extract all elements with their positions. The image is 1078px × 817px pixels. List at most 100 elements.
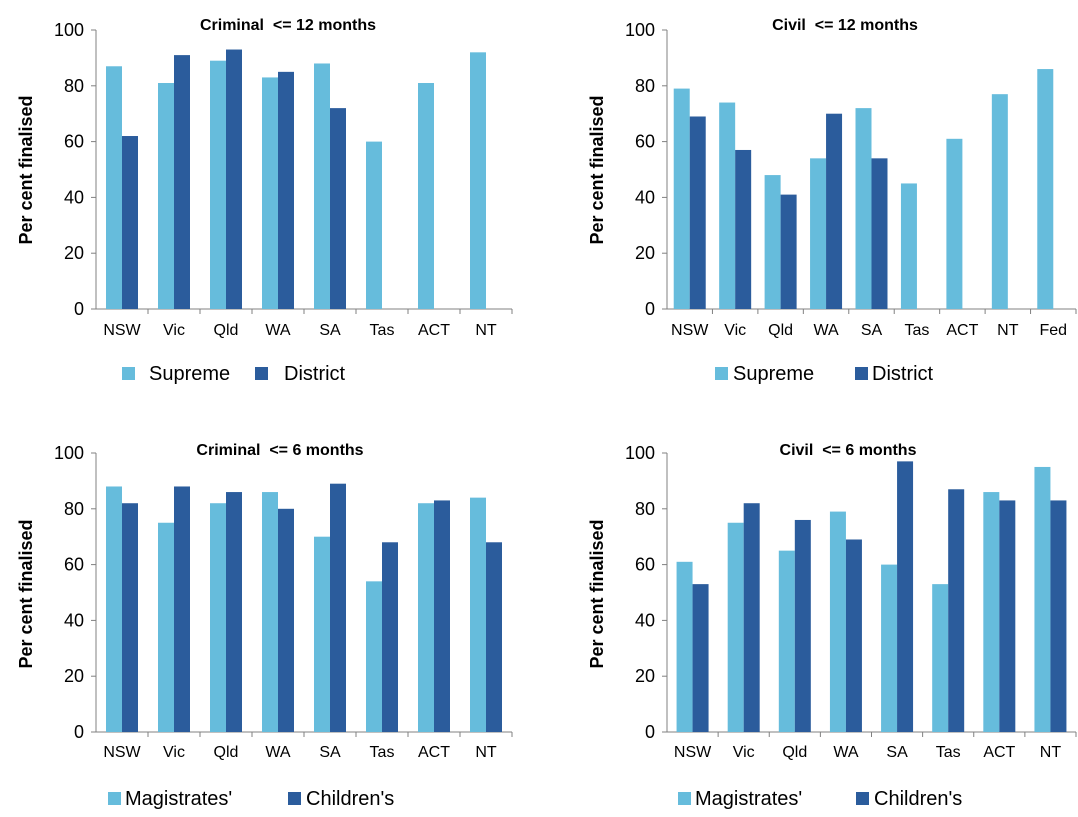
bar-childrens-nsw: [122, 503, 138, 732]
x-tick-label: NT: [475, 744, 497, 761]
bar-supreme-qld: [764, 175, 781, 309]
bar-supreme-nt: [470, 52, 486, 309]
x-tick-label: NSW: [103, 744, 141, 761]
legend: Supreme District: [122, 363, 346, 385]
bar-magistrates-wa: [829, 511, 846, 732]
bar-childrens-tas: [948, 489, 965, 732]
chart-panel-1: 0 20 40 60 80 100 NSW Vic Qld WA SA Tas ACT NT Crimina…: [16, 17, 513, 385]
y-tick-label: 20: [64, 666, 84, 686]
x-tick-label: SA: [861, 322, 883, 339]
bar-district-nsw: [122, 136, 138, 309]
x-tick-label: ACT: [983, 744, 1015, 761]
y-tick-label: 0: [645, 299, 655, 319]
legend-swatch-1: [715, 367, 728, 380]
bar-childrens-qld: [226, 492, 242, 732]
chart-panel-3: 0 20 40 60 80 100 NSW Vic Qld WA SA Tas ACT NT Crimina…: [16, 442, 513, 810]
bar-supreme-nt: [991, 94, 1008, 309]
bar-supreme-sa: [314, 63, 330, 310]
bar-magistrates-act: [983, 492, 1000, 732]
y-axis-label: Per cent finalised: [16, 95, 36, 244]
x-tick-label: Vic: [163, 322, 185, 339]
bar-magistrates-nt: [470, 497, 486, 732]
legend-label-1: Magistrates': [125, 788, 232, 810]
y-tick-label: 60: [64, 132, 84, 152]
chart-panel-4: 0 20 40 60 80 100 NSW Vic Qld WA SA Tas ACT NT Civil <…: [587, 442, 1077, 810]
bar-district-sa: [330, 108, 346, 310]
y-tick-label: 80: [635, 499, 655, 519]
legend-swatch-1: [108, 792, 121, 805]
x-tick-label: NSW: [674, 744, 712, 761]
bar-supreme-qld: [210, 60, 226, 309]
y-tick-label: 20: [64, 243, 84, 263]
bar-magistrates-vic: [727, 522, 744, 732]
chart-title: Civil <= 12 months: [772, 17, 918, 34]
bar-magistrates-vic: [158, 522, 174, 732]
bar-magistrates-act: [418, 503, 434, 732]
bar-childrens-wa: [278, 508, 294, 732]
y-tick-label: 60: [64, 555, 84, 575]
legend-label-2: District: [284, 363, 346, 385]
bar-magistrates-nt: [1034, 466, 1051, 732]
bar-childrens-nsw: [692, 584, 709, 732]
bar-district-nsw: [689, 116, 706, 310]
x-tick-label: Qld: [214, 322, 239, 339]
legend: Magistrates' Children's: [678, 788, 962, 810]
x-tick-label: WA: [265, 322, 291, 339]
y-tick-label: 40: [64, 610, 84, 630]
bar-magistrates-tas: [366, 581, 382, 732]
legend-swatch-2: [855, 367, 868, 380]
bar-district-wa: [278, 71, 294, 309]
chart-panel-2: 0 20 40 60 80 100 NSW Vic Qld WA SA Tas ACT NT Fed Civi…: [587, 17, 1077, 385]
bar-childrens-qld: [794, 519, 811, 732]
x-tick-label: ACT: [946, 322, 978, 339]
legend-label-2: District: [872, 363, 934, 385]
x-tick-label: Vic: [163, 744, 185, 761]
x-tick-label: NT: [475, 322, 497, 339]
bar-supreme-tas: [366, 141, 382, 309]
x-tick-label: Vic: [724, 322, 746, 339]
x-tick-label: Tas: [936, 744, 961, 761]
x-tick-label: Tas: [904, 322, 929, 339]
bar-supreme-wa: [810, 158, 827, 309]
bar-district-vic: [735, 149, 752, 309]
legend-label-1: Supreme: [733, 363, 814, 385]
bar-supreme-act: [418, 83, 434, 309]
x-tick-label: NSW: [103, 322, 141, 339]
bar-magistrates-qld: [778, 550, 795, 732]
y-tick-label: 40: [635, 610, 655, 630]
y-tick-label: 80: [64, 499, 84, 519]
y-axis-label: Per cent finalised: [16, 519, 36, 668]
bar-district-qld: [780, 194, 797, 309]
bar-childrens-act: [434, 500, 450, 732]
bar-childrens-sa: [897, 461, 914, 732]
y-tick-label: 100: [54, 20, 84, 40]
bar-supreme-vic: [158, 83, 174, 309]
x-tick-label: ACT: [418, 322, 450, 339]
bar-childrens-vic: [743, 503, 760, 732]
legend-label-2: Children's: [306, 788, 394, 810]
chart-title: Civil <= 6 months: [780, 442, 917, 459]
x-tick-label: SA: [319, 744, 341, 761]
bar-childrens-tas: [382, 542, 398, 732]
bar-magistrates-wa: [262, 492, 278, 732]
x-tick-label: Qld: [768, 322, 793, 339]
bar-magistrates-nsw: [106, 486, 122, 732]
legend-swatch-1: [678, 792, 691, 805]
legend-label-1: Magistrates': [695, 788, 802, 810]
bar-childrens-nt: [486, 542, 502, 732]
x-tick-label: Vic: [733, 744, 755, 761]
x-tick-label: SA: [886, 744, 908, 761]
bar-childrens-nt: [1050, 500, 1067, 732]
bar-magistrates-nsw: [676, 561, 693, 732]
x-tick-label: WA: [813, 322, 839, 339]
x-tick-label: ACT: [418, 744, 450, 761]
x-tick-label: NT: [1040, 744, 1062, 761]
bar-supreme-act: [946, 138, 963, 309]
x-tick-label: NT: [997, 322, 1019, 339]
bar-magistrates-qld: [210, 503, 226, 732]
y-tick-label: 100: [625, 443, 655, 463]
legend-swatch-2: [255, 367, 268, 380]
bar-supreme-nsw: [106, 66, 122, 310]
bar-district-qld: [226, 49, 242, 309]
bar-childrens-sa: [330, 483, 346, 732]
